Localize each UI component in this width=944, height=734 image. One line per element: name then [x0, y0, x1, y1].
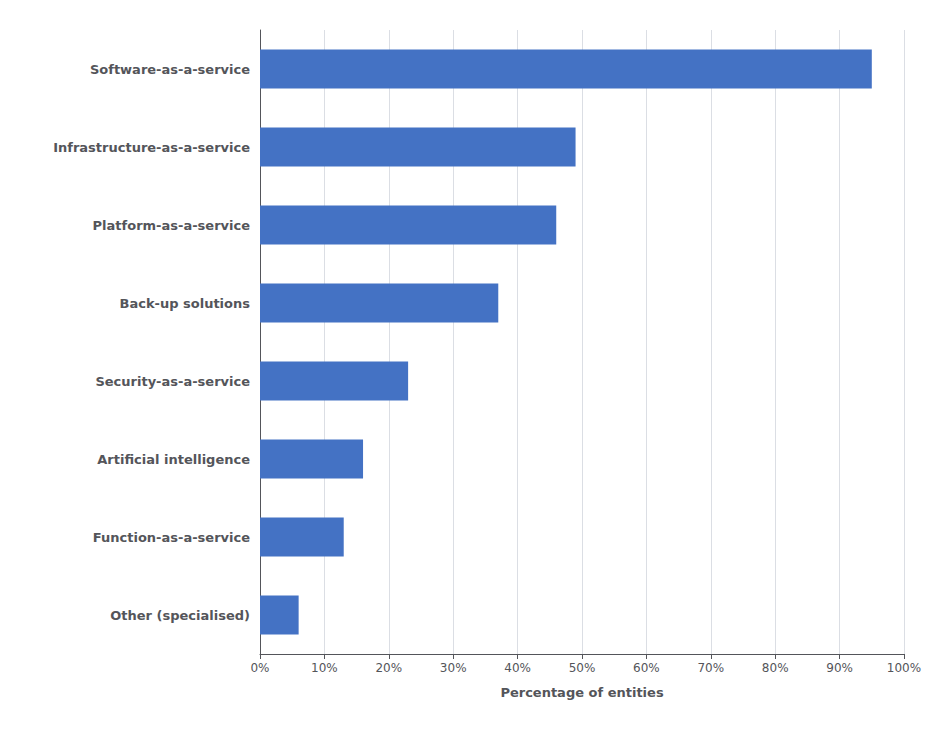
svg-text:Artificial intelligence: Artificial intelligence — [97, 452, 250, 467]
svg-text:10%: 10% — [311, 661, 338, 675]
svg-text:30%: 30% — [440, 661, 467, 675]
svg-text:Security-as-a-service: Security-as-a-service — [95, 374, 250, 389]
svg-text:20%: 20% — [375, 661, 402, 675]
svg-text:Platform-as-a-service: Platform-as-a-service — [93, 218, 251, 233]
svg-text:40%: 40% — [504, 661, 531, 675]
svg-text:Back-up solutions: Back-up solutions — [120, 296, 251, 311]
svg-text:Function-as-a-service: Function-as-a-service — [93, 530, 250, 545]
svg-text:70%: 70% — [697, 661, 724, 675]
svg-text:Infrastructure-as-a-service: Infrastructure-as-a-service — [53, 140, 250, 155]
svg-text:50%: 50% — [569, 661, 596, 675]
svg-text:Software-as-a-service: Software-as-a-service — [90, 62, 250, 77]
svg-text:Percentage of entities: Percentage of entities — [500, 685, 664, 700]
svg-text:90%: 90% — [826, 661, 853, 675]
svg-text:100%: 100% — [887, 661, 921, 675]
svg-text:Other (specialised): Other (specialised) — [110, 608, 250, 623]
svg-text:80%: 80% — [762, 661, 789, 675]
svg-text:0%: 0% — [250, 661, 269, 675]
svg-text:60%: 60% — [633, 661, 660, 675]
